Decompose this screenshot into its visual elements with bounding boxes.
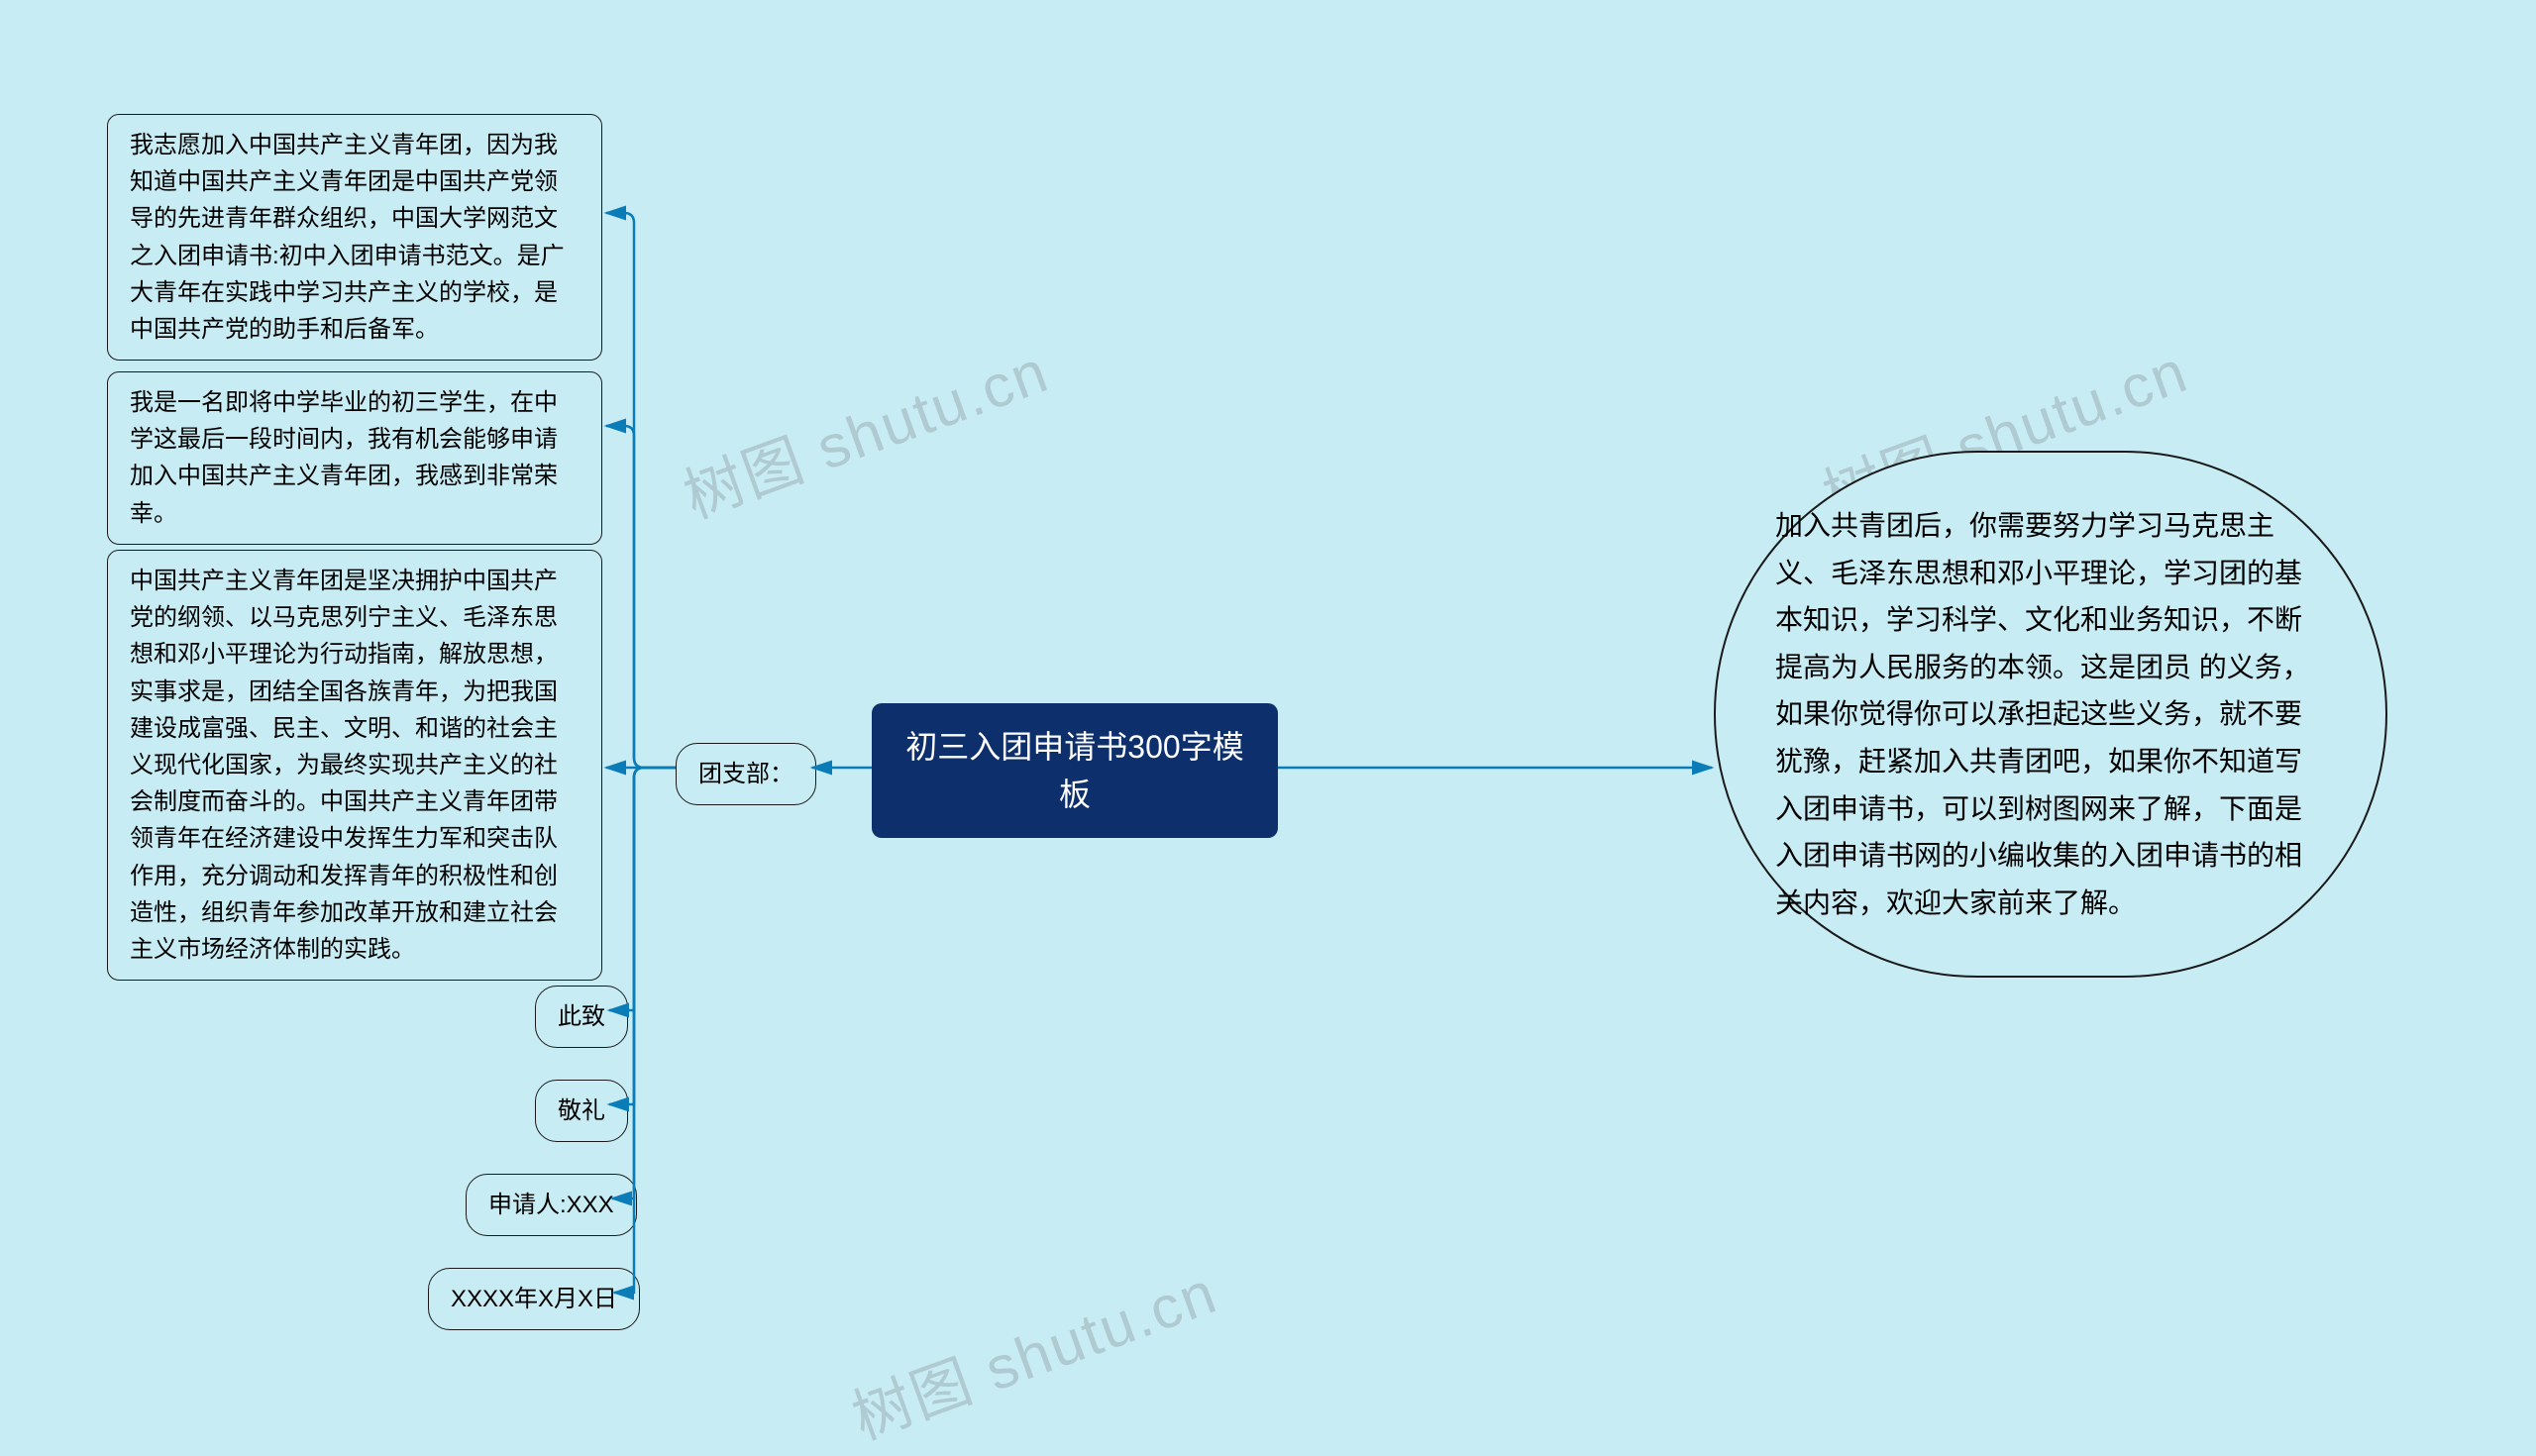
left-child-node: 申请人:XXX (466, 1174, 637, 1236)
watermark: 树图 shutu.cn (839, 1245, 1227, 1456)
left-child-node: 我是一名即将中学毕业的初三学生，在中学这最后一段时间内，我有机会能够申请加入中国… (107, 371, 602, 545)
right-intro-node: 加入共青团后，你需要努力学习马克思主义、毛泽东思想和邓小平理论，学习团的基本知识… (1714, 451, 2387, 978)
center-node: 初三入团申请书300字模板 (872, 703, 1278, 838)
left-child-node: 我志愿加入中国共产主义青年团，因为我知道中国共产主义青年团是中国共产党领导的先进… (107, 114, 602, 361)
watermark: 树图 shutu.cn (671, 324, 1059, 536)
left-child-node: 此致 (535, 986, 628, 1048)
left-child-node: 中国共产主义青年团是坚决拥护中国共产党的纲领、以马克思列宁主义、毛泽东思想和邓小… (107, 550, 602, 981)
left-child-node: 敬礼 (535, 1080, 628, 1142)
left-hub-node: 团支部： (676, 743, 816, 805)
left-child-node: XXXX年X月X日 (428, 1268, 640, 1330)
